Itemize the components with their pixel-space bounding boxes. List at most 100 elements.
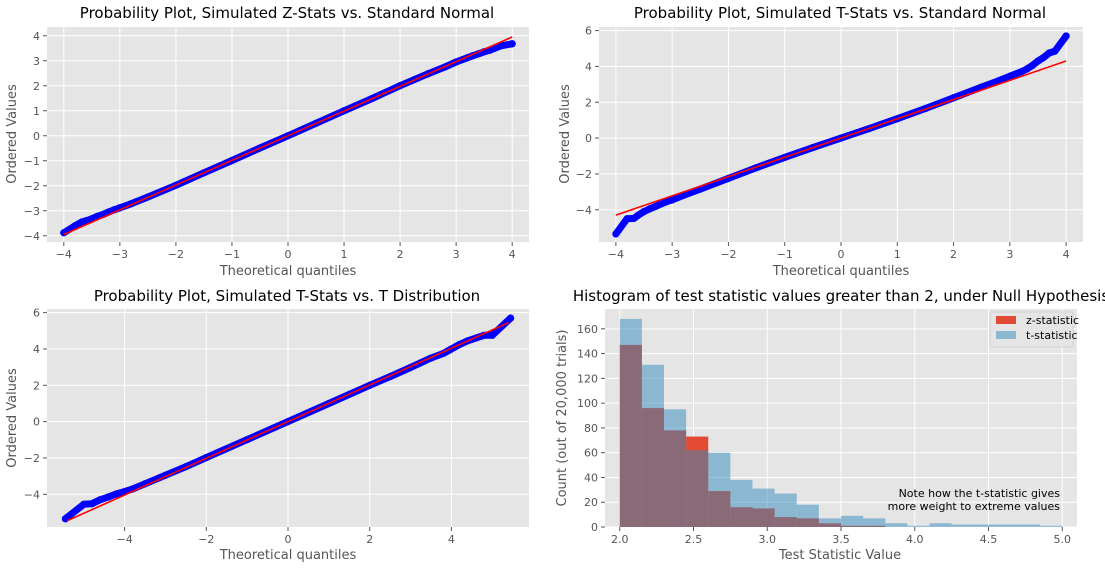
x-tick-label: −1 xyxy=(224,248,240,261)
data-point xyxy=(1006,72,1014,80)
plot-t-stats-t-dist: Probability Plot, Simulated T-Stats vs. … xyxy=(5,287,529,563)
y-tick-label: −4 xyxy=(24,230,40,243)
plot2-y-label: Ordered Values xyxy=(558,84,573,184)
y-tick-label: 60 xyxy=(584,447,598,460)
y-tick-label: 1 xyxy=(33,105,40,118)
x-tick-label: 1 xyxy=(894,248,901,261)
data-point xyxy=(497,42,505,50)
data-point xyxy=(508,40,516,48)
plot1-y-label: Ordered Values xyxy=(5,84,20,184)
x-tick-label: −2 xyxy=(168,248,184,261)
y-tick-label: −2 xyxy=(24,180,40,193)
data-point xyxy=(96,496,104,504)
y-tick-label: 2 xyxy=(585,96,592,109)
data-point xyxy=(668,196,676,204)
y-tick-label: 80 xyxy=(584,422,598,435)
bar-t-statistic xyxy=(664,409,687,527)
x-tick-label: −2 xyxy=(198,533,214,546)
bar-t-statistic xyxy=(752,488,775,527)
bar-t-statistic xyxy=(641,364,664,527)
bar-t-statistic xyxy=(796,504,819,527)
fit-line xyxy=(67,321,509,522)
x-tick-label: 2.5 xyxy=(685,533,703,546)
y-tick-label: 2 xyxy=(33,379,40,392)
data-point xyxy=(61,515,69,523)
data-point xyxy=(1017,68,1025,76)
y-tick-label: −1 xyxy=(24,155,40,168)
data-point xyxy=(994,77,1003,85)
data-point xyxy=(112,490,121,498)
bar-t-statistic xyxy=(708,452,731,527)
plot3-x-label: Theoretical quantiles xyxy=(219,548,357,563)
x-tick-label: −3 xyxy=(112,248,128,261)
y-tick-label: 4 xyxy=(33,30,40,43)
data-point xyxy=(662,198,671,206)
annotation-line-1: Note how the t-statistic gives xyxy=(899,487,1061,500)
bar-t-statistic xyxy=(841,515,864,527)
plot3-y-label: Ordered Values xyxy=(5,368,20,468)
data-point xyxy=(1045,49,1053,57)
data-point xyxy=(1028,61,1036,70)
x-tick-label: −4 xyxy=(56,248,72,261)
y-tick-label: −3 xyxy=(24,205,40,218)
y-tick-label: 6 xyxy=(33,307,40,320)
y-tick-label: 140 xyxy=(577,348,598,361)
x-tick-label: 4 xyxy=(509,248,516,261)
x-tick-label: 2 xyxy=(397,248,404,261)
plot3-title: Probability Plot, Simulated T-Stats vs. … xyxy=(94,287,480,305)
plot4-title: Histogram of test statistic values great… xyxy=(573,287,1105,305)
x-tick-label: 0 xyxy=(285,248,292,261)
y-tick-label: 6 xyxy=(585,25,592,38)
fit-line xyxy=(63,36,513,236)
bar-t-statistic xyxy=(995,524,1018,527)
plot1-title: Probability Plot, Simulated Z-Stats vs. … xyxy=(80,4,494,22)
bar-t-statistic xyxy=(1018,524,1041,527)
x-tick-label: 4.0 xyxy=(906,533,924,546)
plot4-y-label: Count (out of 20,000 trials) xyxy=(555,330,570,507)
data-point xyxy=(104,493,112,501)
data-point xyxy=(634,211,642,219)
data-point xyxy=(651,202,659,211)
plot2-x-label: Theoretical quantiles xyxy=(772,264,910,279)
data-point xyxy=(623,215,631,223)
data-point xyxy=(1023,65,1031,73)
x-tick-label: 0 xyxy=(838,248,845,261)
plot4-x-label: Test Statistic Value xyxy=(778,548,901,563)
bar-t-statistic xyxy=(686,450,709,527)
data-point xyxy=(1062,32,1070,40)
x-tick-label: −4 xyxy=(608,248,624,261)
y-tick-label: 0 xyxy=(591,521,598,534)
bar-t-statistic xyxy=(863,518,886,527)
data-point xyxy=(1034,57,1042,65)
bar-t-statistic xyxy=(619,318,642,527)
x-tick-label: 3.5 xyxy=(832,533,850,546)
x-tick-label: 0 xyxy=(285,533,292,546)
y-tick-label: −2 xyxy=(24,452,40,465)
bar-t-statistic xyxy=(929,523,952,527)
x-tick-label: 2 xyxy=(950,248,957,261)
y-tick-label: 4 xyxy=(33,343,40,356)
y-tick-label: 0 xyxy=(585,132,592,145)
y-tick-label: 40 xyxy=(584,471,598,484)
plot2-title: Probability Plot, Simulated T-Stats vs. … xyxy=(634,4,1046,22)
y-tick-label: 4 xyxy=(585,60,592,73)
x-tick-label: 2.0 xyxy=(611,533,629,546)
x-tick-label: 1 xyxy=(341,248,348,261)
y-tick-label: 20 xyxy=(584,496,598,509)
plot-histogram: Histogram of test statistic values great… xyxy=(555,287,1105,563)
legend-swatch-t xyxy=(996,331,1016,339)
bar-t-statistic xyxy=(774,493,797,527)
plot1-x-label: Theoretical quantiles xyxy=(219,264,357,279)
data-point xyxy=(80,500,88,508)
data-point xyxy=(646,205,654,213)
plot4-bars xyxy=(619,318,1063,527)
data-point xyxy=(679,191,688,200)
legend-label-t: t-statistic xyxy=(1026,329,1078,342)
bar-t-statistic xyxy=(951,524,974,527)
x-tick-label: −1 xyxy=(777,248,793,261)
plot2-fit-line xyxy=(615,60,1067,216)
legend-swatch-z xyxy=(996,316,1016,324)
y-tick-label: −4 xyxy=(576,204,592,217)
bar-t-statistic xyxy=(973,524,996,527)
